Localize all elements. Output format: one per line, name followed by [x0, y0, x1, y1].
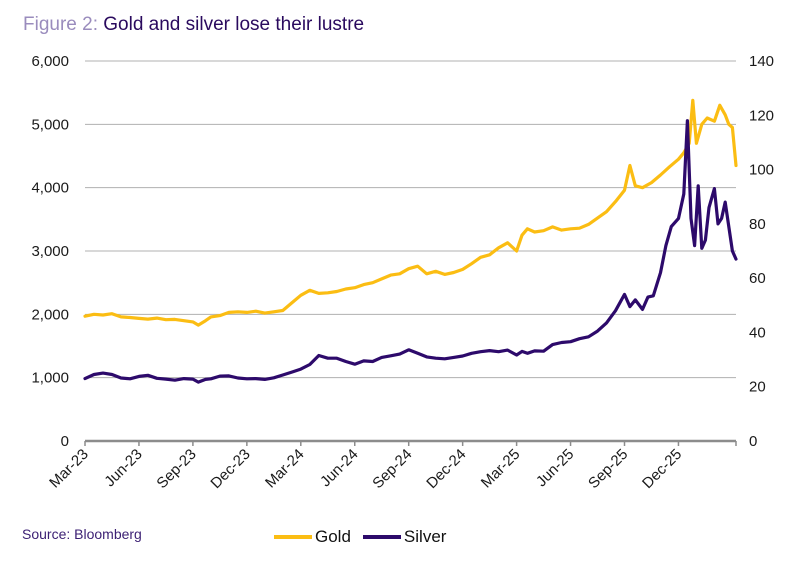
y-right-tick-label: 120	[749, 107, 774, 124]
x-tick-label: Mar-23	[46, 446, 92, 492]
y-left-tick-label: 3,000	[31, 243, 69, 260]
y-left-tick-label: 2,000	[31, 306, 69, 323]
y-right-tick-label: 100	[749, 162, 774, 179]
y-right-tick-label: 80	[749, 216, 766, 233]
figure-number: Figure 2:	[23, 14, 98, 35]
legend-item-gold: Gold	[274, 527, 351, 547]
y-right-tick-label: 140	[749, 53, 774, 70]
y-axis-left: 0 1,000 2,000 3,000 4,000 5,000 6,000	[31, 53, 69, 450]
x-axis	[84, 439, 737, 446]
x-axis-labels: Mar-23 Jun-23 Sep-23 Dec-23 Mar-24 Jun-24 Sep-…	[46, 446, 685, 492]
y-left-tick-label: 6,000	[31, 53, 69, 70]
title-text: Gold and silver lose their lustre	[103, 14, 365, 35]
y-left-tick-label: 0	[61, 433, 69, 450]
series-line-silver	[83, 119, 738, 384]
series-line-gold	[83, 98, 738, 327]
x-tick-label: Dec-24	[423, 446, 469, 492]
x-tick-label: Sep-23	[154, 446, 200, 492]
x-tick-label: Mar-24	[262, 446, 308, 492]
source-note: Source: Bloomberg	[22, 526, 142, 542]
series-lines	[83, 98, 738, 384]
x-tick-label: Dec-23	[207, 446, 253, 492]
x-tick-label: Jun-23	[101, 446, 145, 490]
gridlines	[85, 60, 736, 379]
x-tick-label: Jun-25	[533, 446, 577, 490]
legend-label-gold: Gold	[315, 527, 351, 546]
x-tick-label: Mar-25	[478, 446, 524, 492]
y-right-tick-label: 20	[749, 379, 766, 396]
x-tick-label: Jun-24	[317, 446, 361, 490]
y-axis-right: 0 20 40 60 80 100 120 140	[749, 53, 774, 450]
y-right-tick-label: 40	[749, 324, 766, 341]
legend-label-silver: Silver	[403, 527, 447, 546]
x-tick-label: Sep-25	[585, 446, 631, 492]
chart-title: Figure 2: Gold and silver lose their lus…	[23, 14, 364, 36]
y-right-tick-label: 0	[749, 433, 757, 450]
y-right-tick-label: 60	[749, 270, 766, 287]
y-left-tick-label: 4,000	[31, 180, 69, 197]
legend: Gold Silver	[274, 527, 458, 547]
legend-item-silver: Silver	[362, 527, 447, 547]
y-left-tick-label: 5,000	[31, 116, 69, 133]
x-tick-label: Sep-24	[369, 446, 415, 492]
legend-swatch-silver	[362, 535, 401, 539]
y-left-tick-label: 1,000	[31, 370, 69, 387]
legend-swatch-gold	[274, 535, 312, 539]
x-tick-label: Dec-25	[639, 446, 685, 492]
